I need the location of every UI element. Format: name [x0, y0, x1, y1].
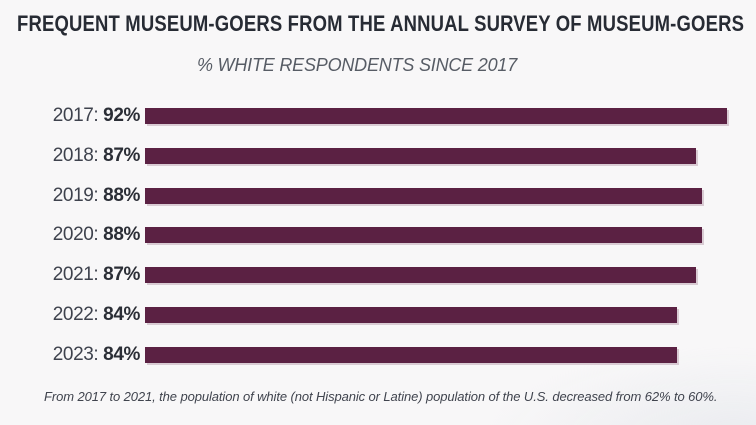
- bar-track: [145, 108, 756, 124]
- bar-row: 2022: 84%: [17, 303, 756, 325]
- bar-row: 2023: 84%: [17, 343, 756, 365]
- bar-track: [145, 306, 756, 323]
- bar-row-label: 2018: 87%: [17, 144, 145, 166]
- bar-row: 2019: 88%: [17, 184, 756, 206]
- chart-title: FREQUENT MUSEUM-GOERS FROM THE ANNUAL SU…: [17, 11, 745, 36]
- bar-row-label: 2019: 88%: [17, 184, 145, 206]
- bar: [145, 227, 703, 244]
- bar-row-label: 2022: 84%: [17, 303, 145, 325]
- bar-chart: 2017: 92% 2018: 87% 2019: 88% 2020: 88% …: [17, 105, 756, 365]
- bar-row-value: 84%: [103, 303, 140, 325]
- bar-row: 2017: 92%: [17, 105, 756, 126]
- bar-row-value: 84%: [103, 343, 140, 365]
- chart-subtitle: % WHITE RESPONDENTS SINCE 2017: [196, 55, 518, 75]
- bar-row-value: 92%: [103, 105, 140, 126]
- bar-track: [145, 187, 756, 204]
- bar-row-label: 2023: 84%: [17, 343, 145, 365]
- bar-row-value: 87%: [103, 144, 140, 166]
- bar-track: [145, 227, 756, 244]
- bar: [145, 346, 677, 363]
- bar-row: 2018: 87%: [17, 144, 756, 166]
- bar-row-label: 2017: 92%: [17, 105, 145, 126]
- page-root: FREQUENT MUSEUM-GOERS FROM THE ANNUAL SU…: [0, 10, 756, 425]
- bar-row-value: 88%: [103, 224, 140, 246]
- bar-row-year: 2020:: [52, 224, 104, 246]
- bar: [145, 267, 696, 284]
- bar: [145, 147, 696, 164]
- bar: [145, 108, 728, 124]
- bar-row-label: 2021: 87%: [17, 264, 145, 286]
- bar-row-year: 2023:: [52, 343, 104, 365]
- bar-row-label: 2020: 88%: [17, 224, 145, 246]
- bar-row-year: 2021:: [52, 264, 104, 286]
- bar-row-year: 2018:: [52, 144, 104, 166]
- bar-row: 2020: 88%: [17, 224, 756, 246]
- bar-track: [145, 147, 756, 164]
- bar: [145, 187, 703, 204]
- bar-row-year: 2022:: [52, 303, 104, 325]
- footnote: From 2017 to 2021, the population of whi…: [44, 388, 718, 404]
- bar-row-year: 2017:: [52, 105, 104, 126]
- bar-row-value: 87%: [103, 264, 140, 286]
- bar-row-value: 88%: [103, 184, 140, 206]
- bar: [145, 306, 677, 323]
- bar-row-year: 2019:: [52, 184, 104, 206]
- bar-row: 2021: 87%: [17, 264, 756, 286]
- bar-track: [145, 346, 756, 363]
- bar-track: [145, 267, 756, 284]
